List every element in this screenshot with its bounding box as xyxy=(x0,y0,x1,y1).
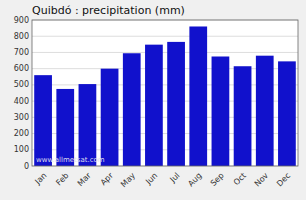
chart-container: 0 100 200 300 400 500 600 700 800 900 Jan Feb Mar Apr… xyxy=(0,0,306,200)
bar xyxy=(34,75,52,166)
bar xyxy=(79,84,97,166)
y-tick-label: 200 xyxy=(14,129,29,138)
x-tick-label: Aug xyxy=(186,171,203,188)
plot-background xyxy=(32,20,298,166)
bars xyxy=(34,26,296,166)
y-tick-label: 400 xyxy=(14,97,29,106)
bar xyxy=(212,57,230,167)
grid-line xyxy=(32,52,298,53)
bar xyxy=(167,42,185,166)
x-tick-label: Sep xyxy=(209,171,226,188)
chart-svg: 0 100 200 300 400 500 600 700 800 900 Jan Feb Mar Apr… xyxy=(0,0,306,200)
x-tick-label: May xyxy=(119,171,137,189)
bar xyxy=(56,89,74,166)
x-tick-label: Oct xyxy=(232,171,248,187)
x-tick-label: Feb xyxy=(54,171,70,187)
bar xyxy=(101,69,119,166)
bar xyxy=(189,26,207,166)
plot-frame xyxy=(32,20,298,166)
watermark: www.allmetsat.com xyxy=(36,156,105,164)
bar xyxy=(145,45,163,166)
y-tick-label: 300 xyxy=(14,113,29,122)
chart-title: Quibdó : precipitation (mm) xyxy=(32,4,185,17)
y-tick-label: 600 xyxy=(14,64,29,73)
bar xyxy=(123,53,141,166)
x-tick-label: Nov xyxy=(253,171,271,189)
x-tick-label: Jul xyxy=(168,171,182,185)
bar xyxy=(278,61,296,166)
grid-line xyxy=(32,36,298,37)
y-tick-label: 500 xyxy=(14,80,29,89)
x-tick-label: Jan xyxy=(33,171,49,187)
bar xyxy=(234,66,252,166)
x-tick-label: Dec xyxy=(275,171,292,188)
y-tick-label: 800 xyxy=(14,32,29,41)
y-tick-label: 900 xyxy=(14,16,29,25)
bar xyxy=(256,56,274,166)
y-tick-label: 0 xyxy=(24,162,29,171)
x-tick-label: Jun xyxy=(143,171,159,187)
x-tick-label: Apr xyxy=(99,171,116,188)
y-tick-label: 700 xyxy=(14,48,29,57)
x-tick-label: Mar xyxy=(76,171,94,189)
y-tick-label: 100 xyxy=(14,145,29,154)
